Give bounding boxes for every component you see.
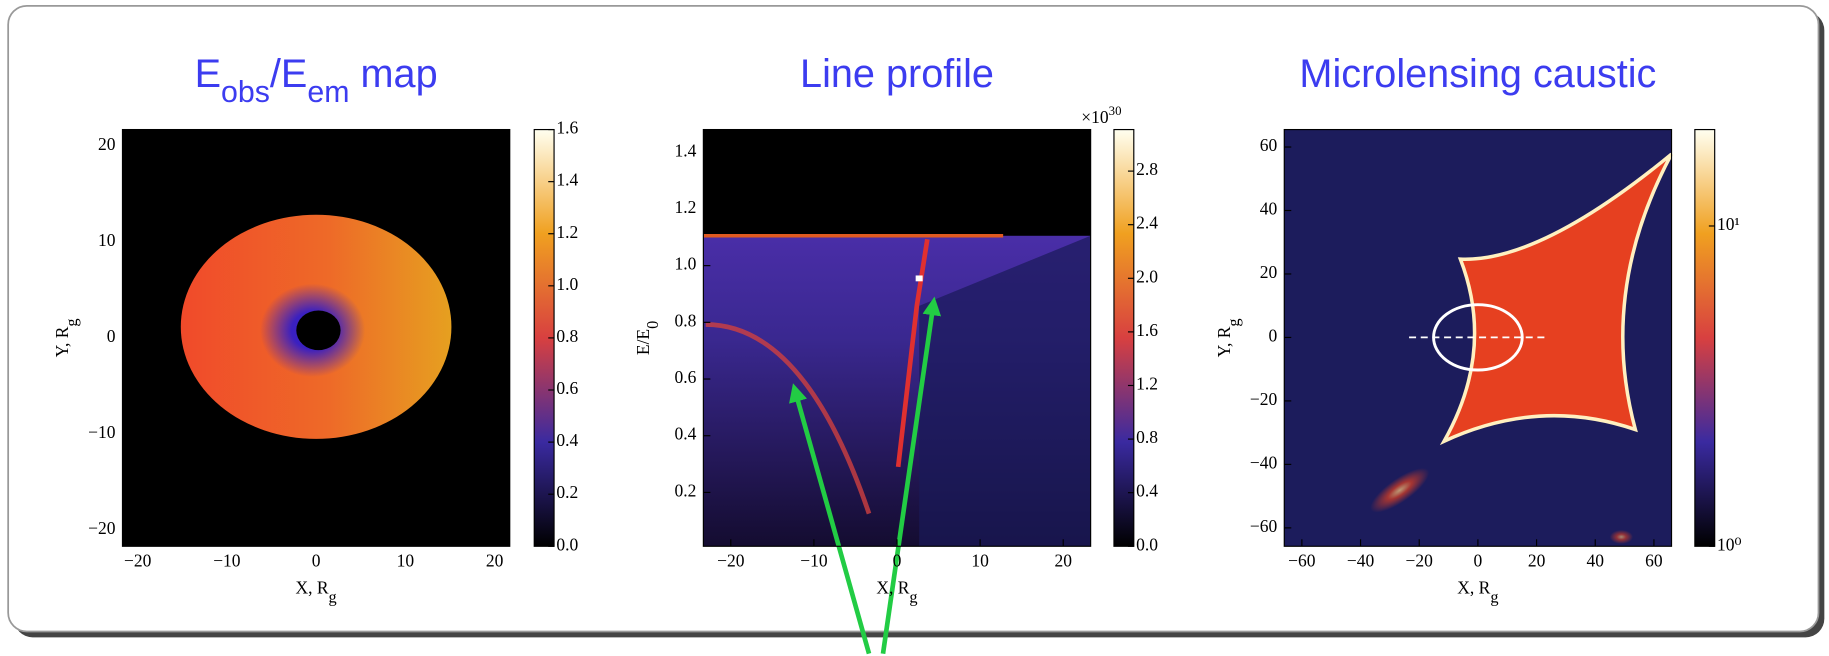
heatmap-image: [1284, 129, 1674, 547]
x-axis-label: X, Rg: [1457, 577, 1498, 606]
x-axis-label: X, Rg: [295, 577, 336, 606]
colorbar: [1113, 128, 1135, 547]
colorbar-tick-label: 2.4: [1136, 213, 1158, 233]
y-tick-label: 0.4: [675, 424, 697, 444]
colorbar-tick-label: 1.4: [556, 170, 578, 190]
y-tick-label: 60: [1260, 135, 1278, 155]
x-tick-label: 10: [397, 551, 415, 571]
x-axis-label-part: X, R: [295, 577, 328, 597]
y-tick-label: −20: [88, 518, 116, 538]
colorbar-tick-label: 1.6: [1136, 320, 1158, 340]
colorbar-tick-label: 1.0: [556, 274, 578, 294]
x-tick-label: 20: [486, 551, 504, 571]
colorbar-tick-label: 0.8: [556, 326, 578, 346]
x-tick-label: 60: [1645, 551, 1663, 571]
x-axis-label-part: g: [1490, 588, 1498, 607]
chart-title-part: E: [195, 53, 221, 97]
y-tick-label: −10: [88, 422, 116, 442]
y-tick-label: 0: [107, 326, 116, 346]
chart-title: Line profile: [800, 53, 994, 97]
y-tick-label: 0.8: [675, 310, 697, 330]
colorbar-tick-label: 1.2: [1136, 373, 1158, 393]
colorbar-tick-label: 0.4: [1136, 481, 1158, 501]
y-tick-label: 1.2: [675, 197, 697, 217]
y-axis-label: Y, Rg: [1214, 318, 1243, 357]
y-axis-label-part: Y, R: [1214, 326, 1234, 357]
y-tick-label: 0.6: [675, 367, 697, 387]
y-axis-label-part: Y, R: [52, 326, 72, 357]
x-tick-label: 20: [1528, 551, 1546, 571]
colorbar-tick-label: 0.8: [1136, 427, 1158, 447]
x-tick-label: −20: [124, 551, 152, 571]
x-tick-label: −10: [800, 551, 828, 571]
x-tick-label: −20: [717, 551, 745, 571]
arrow: [789, 383, 872, 655]
y-tick-label: 1.4: [675, 140, 697, 160]
colorbar-tick-label: 10⁰: [1717, 534, 1742, 554]
y-tick-label: −40: [1250, 452, 1278, 472]
colorbar-tick-label: 2.8: [1136, 159, 1158, 179]
colorbar-offset: ×1030: [1081, 104, 1121, 127]
x-axis-label: X, Rg: [876, 577, 917, 606]
colorbar-offset-part: 30: [1109, 104, 1122, 118]
chart-title: Microlensing caustic: [1299, 53, 1656, 97]
y-tick-label: 0.2: [675, 480, 697, 500]
y-axis-label-part: g: [62, 318, 81, 326]
colorbar-offset-part: ×10: [1081, 107, 1109, 127]
chart-title-part: em: [307, 76, 349, 109]
x-tick-label: 40: [1587, 551, 1605, 571]
chart-title-part: map: [349, 53, 437, 97]
colorbar-tick-label: 0.2: [556, 482, 578, 502]
colorbar-tick-label: 0.0: [1136, 534, 1158, 554]
x-axis-label-part: g: [909, 588, 917, 607]
colorbar-tick-label: 1.6: [556, 118, 578, 138]
y-axis-label-part: 0: [643, 321, 662, 329]
y-tick-label: 1.0: [675, 254, 697, 274]
x-axis-label-part: X, R: [876, 577, 909, 597]
x-tick-label: 10: [971, 551, 989, 571]
chart-title-part: /E: [270, 53, 307, 97]
chart-title-part: Microlensing caustic: [1299, 53, 1656, 97]
colorbar-tick-label: 0.0: [556, 534, 578, 554]
colorbar-tick-label: 10¹: [1717, 214, 1740, 234]
colorbar-tick-label: 0.4: [556, 430, 578, 450]
heatmap-image: [703, 129, 1091, 547]
x-tick-label: −20: [1406, 551, 1434, 571]
x-tick-label: 20: [1054, 551, 1072, 571]
y-axis-label-part: E/E: [633, 329, 653, 355]
x-tick-label: −40: [1347, 551, 1375, 571]
x-axis-label-part: X, R: [1457, 577, 1490, 597]
x-axis-label-part: g: [329, 588, 337, 607]
y-axis-label-part: g: [1224, 318, 1243, 326]
y-tick-label: 10: [98, 230, 116, 250]
heatmap-image: [122, 129, 510, 547]
colorbar-tick-label: 0.6: [556, 378, 578, 398]
arrow: [880, 296, 942, 654]
colorbar: [1694, 128, 1716, 547]
chart-title-part: obs: [221, 76, 270, 109]
y-axis-label: E/E0: [633, 321, 662, 355]
x-tick-label: 0: [1474, 551, 1483, 571]
y-tick-label: −20: [1250, 389, 1278, 409]
x-tick-label: 0: [312, 551, 321, 571]
y-tick-label: 20: [98, 134, 116, 154]
colorbar-tick-label: 1.2: [556, 222, 578, 242]
x-tick-label: −60: [1288, 551, 1316, 571]
y-tick-label: 20: [1260, 262, 1278, 282]
chart-title-part: Line profile: [800, 53, 994, 97]
chart-title: Eobs/Eem map: [195, 53, 438, 109]
y-axis-label: Y, Rg: [52, 318, 81, 357]
y-tick-label: 0: [1269, 325, 1278, 345]
y-tick-label: −60: [1250, 516, 1278, 536]
colorbar-tick-label: 2.0: [1136, 266, 1158, 286]
x-tick-label: 0: [893, 551, 902, 571]
y-tick-label: 40: [1260, 199, 1278, 219]
x-tick-label: −10: [213, 551, 241, 571]
